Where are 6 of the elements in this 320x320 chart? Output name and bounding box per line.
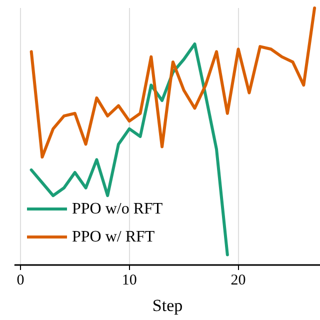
x-tick-label: 10 [122,272,137,288]
legend-label: PPO w/ RFT [72,228,155,246]
x-tick-label: 20 [230,272,246,288]
x-axis-title: Step [152,296,183,315]
x-tick-label: 0 [16,272,24,288]
legend-label: PPO w/o RFT [72,200,163,218]
